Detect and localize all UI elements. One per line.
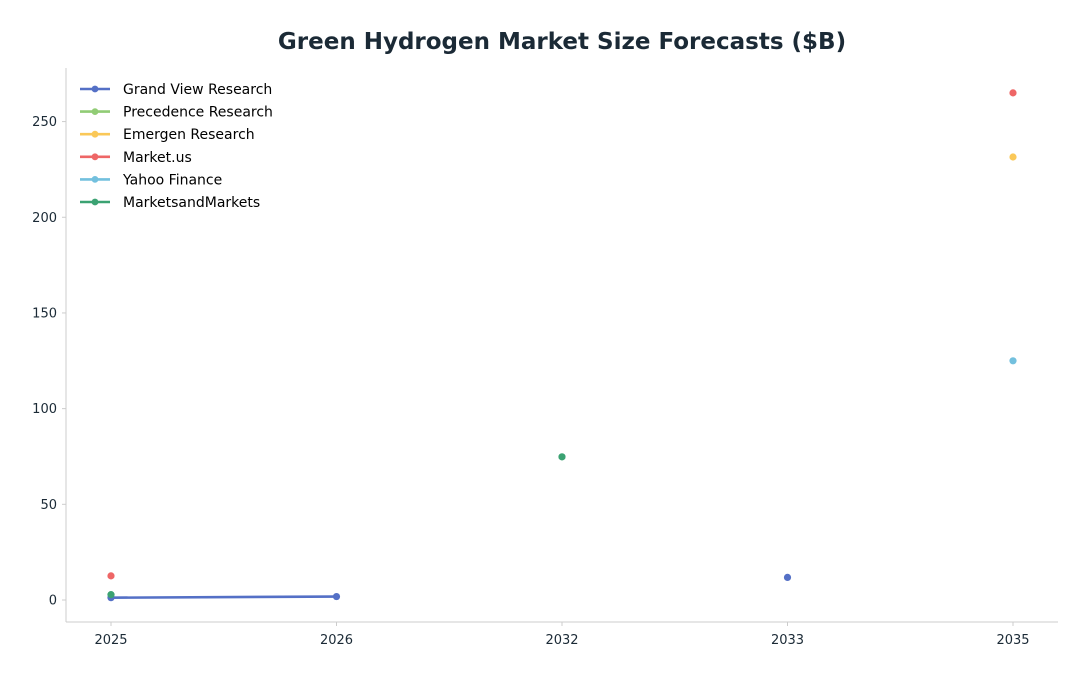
x-axis-ticks: 2025 2026 2032 2033 2035 xyxy=(94,622,1030,648)
legend-marker xyxy=(91,85,99,93)
series xyxy=(1009,357,1017,365)
legend-label: Grand View Research xyxy=(123,82,272,98)
x-tick-label: 2032 xyxy=(545,633,578,648)
data-point xyxy=(1009,89,1017,97)
y-tick-label: 150 xyxy=(32,306,57,321)
data-point xyxy=(1009,153,1017,161)
legend-item: Market.us xyxy=(80,150,192,166)
legend-item: MarketsandMarkets xyxy=(80,195,260,211)
data-point xyxy=(1009,357,1017,365)
legend-marker xyxy=(91,108,99,115)
legend-label: MarketsandMarkets xyxy=(123,195,260,211)
legend-marker xyxy=(91,153,99,161)
series xyxy=(107,573,792,602)
y-tick-label: 50 xyxy=(40,498,57,513)
data-point xyxy=(783,573,792,582)
legend: Grand View Research Precedence Research Em… xyxy=(80,82,273,211)
data-point xyxy=(107,572,115,580)
legend-label: Market.us xyxy=(123,150,192,166)
y-axis-ticks: 0 50 100 150 200 250 xyxy=(32,115,66,608)
x-tick-label: 2035 xyxy=(996,633,1029,648)
legend-item: Yahoo Finance xyxy=(80,172,222,188)
series-layer xyxy=(107,89,1017,602)
series xyxy=(107,453,566,599)
series xyxy=(1009,153,1017,161)
y-tick-label: 200 xyxy=(32,211,57,226)
legend-item: Emergen Research xyxy=(80,127,255,143)
x-tick-label: 2025 xyxy=(94,633,127,648)
x-tick-label: 2026 xyxy=(320,633,353,648)
legend-label: Precedence Research xyxy=(123,105,273,121)
series xyxy=(107,89,1017,580)
x-tick-label: 2033 xyxy=(771,633,804,648)
data-point xyxy=(332,592,341,601)
legend-marker xyxy=(91,198,99,206)
legend-item: Precedence Research xyxy=(80,105,273,121)
legend-label: Yahoo Finance xyxy=(122,172,222,188)
legend-item: Grand View Research xyxy=(80,82,272,98)
legend-marker xyxy=(91,130,99,138)
data-point xyxy=(558,453,566,461)
data-point xyxy=(107,591,115,599)
legend-marker xyxy=(91,176,99,183)
y-tick-label: 100 xyxy=(32,402,57,417)
chart-title: Green Hydrogen Market Size Forecasts ($B… xyxy=(278,29,846,55)
legend-label: Emergen Research xyxy=(123,127,255,143)
y-tick-label: 250 xyxy=(32,115,57,130)
y-tick-label: 0 xyxy=(49,593,57,608)
series-line xyxy=(110,595,337,599)
